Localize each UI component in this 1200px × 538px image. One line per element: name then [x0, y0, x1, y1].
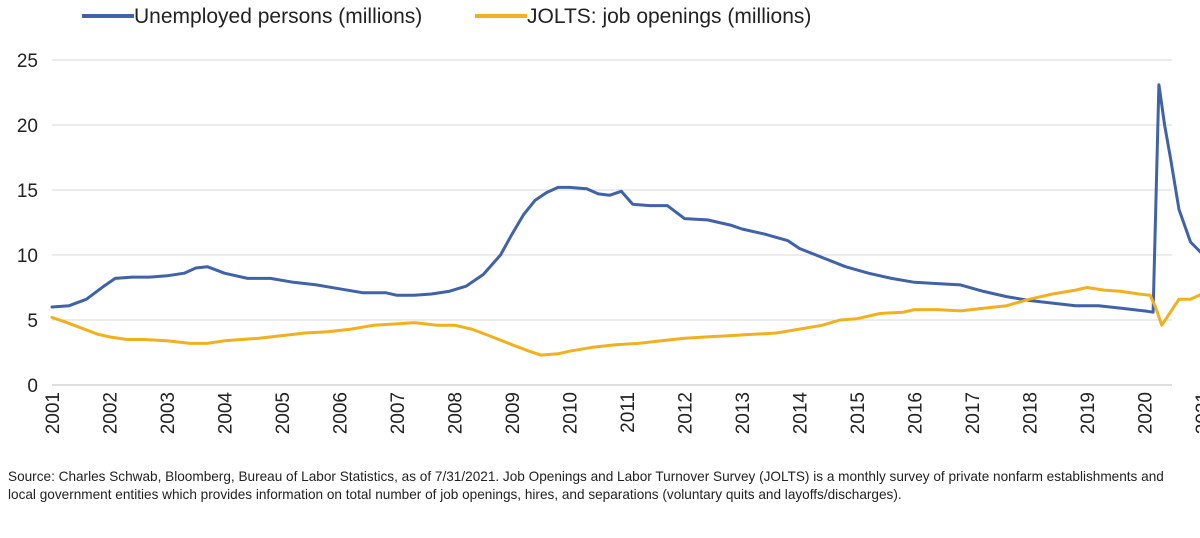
- line-chart: Unemployed persons (millions) JOLTS: job…: [17, 5, 1200, 435]
- legend-label-unemployed: Unemployed persons (millions): [134, 5, 422, 28]
- x-tick-label-2006: 2006: [331, 392, 352, 434]
- x-tick-label-2003: 2003: [158, 392, 179, 434]
- gridlines: [52, 59, 1172, 386]
- x-tick-label-2002: 2002: [101, 392, 122, 434]
- legend-label-jolts: JOLTS: job openings (millions): [527, 5, 811, 28]
- x-tick-label-2015: 2015: [848, 392, 869, 434]
- x-tick-label-2017: 2017: [963, 392, 984, 434]
- series-line-1: [50, 286, 1200, 357]
- y-axis-ticks: 0 5 10 15 20 25: [17, 51, 38, 397]
- series-lines: [50, 83, 1200, 357]
- x-tick-label-2013: 2013: [733, 392, 754, 434]
- x-tick-label-2005: 2005: [273, 392, 294, 434]
- x-tick-label-2001: 2001: [43, 392, 64, 434]
- x-tick-label-2018: 2018: [1021, 392, 1042, 434]
- source-note: Source: Charles Schwab, Bloomberg, Burea…: [8, 469, 1164, 502]
- y-tick-label-15: 15: [17, 181, 38, 202]
- y-tick-label-25: 25: [17, 51, 38, 72]
- x-tick-label-2010: 2010: [561, 392, 582, 434]
- x-tick-label-2021: 2021: [1193, 392, 1200, 434]
- x-tick-label-2016: 2016: [906, 392, 927, 434]
- y-tick-label-20: 20: [17, 116, 38, 137]
- x-tick-label-2004: 2004: [216, 392, 237, 435]
- y-tick-label-0: 0: [27, 376, 38, 397]
- x-tick-label-2012: 2012: [676, 392, 697, 434]
- y-tick-label-10: 10: [17, 246, 38, 267]
- series-line-0: [50, 83, 1200, 314]
- x-tick-label-2007: 2007: [388, 392, 409, 434]
- x-tick-label-2020: 2020: [1136, 392, 1157, 434]
- x-tick-label-2019: 2019: [1078, 392, 1099, 434]
- chart-legend: Unemployed persons (millions) JOLTS: job…: [82, 5, 811, 28]
- x-tick-label-2011: 2011: [618, 392, 639, 433]
- x-tick-label-2009: 2009: [503, 392, 524, 434]
- x-tick-label-2008: 2008: [446, 392, 467, 434]
- x-tick-label-2014: 2014: [791, 392, 812, 435]
- y-tick-label-5: 5: [27, 311, 38, 332]
- x-axis-ticks: 2001 2002 2003 2004 2005 2006 2007 2008 2009 2010…: [43, 392, 1200, 435]
